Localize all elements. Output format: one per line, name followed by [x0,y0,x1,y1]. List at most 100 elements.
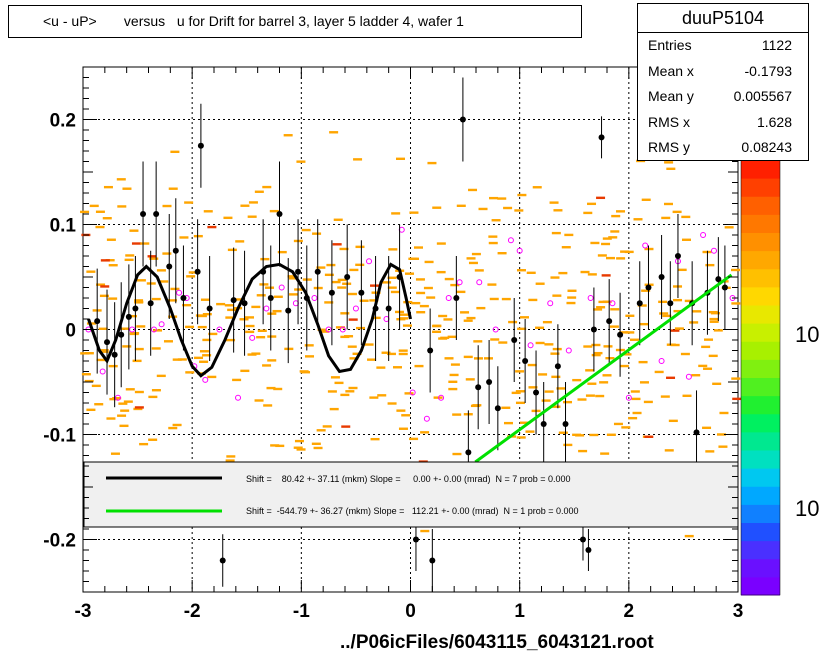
histogram-cell [91,384,101,388]
histogram-cell [396,409,406,412]
open-marker [547,300,554,307]
histogram-cell [498,341,508,344]
y-tick-label: 0.1 [50,216,77,237]
histogram-cell [589,433,599,437]
histogram-cell [497,197,507,200]
histogram-cell [106,238,116,241]
histogram-cell [519,316,529,319]
histogram-cell [409,211,419,214]
profile-point [598,134,605,141]
histogram-cell [631,397,641,401]
histogram-cell [664,161,674,164]
stats-value: 1.628 [756,113,792,130]
color-palette [740,159,781,596]
histogram-cell [501,297,511,301]
histogram-cell [84,352,94,355]
histogram-cell [129,332,139,336]
histogram-cell [411,301,421,305]
histogram-cell [432,206,442,209]
histogram-cell [654,370,664,374]
histogram-cell [95,225,105,229]
histogram-cell [392,366,402,369]
histogram-cell [515,390,525,393]
histogram-cell [272,309,282,313]
histogram-cell [80,210,90,214]
profile-point [658,274,665,280]
profile-point [147,300,154,307]
histogram-cell [122,345,132,348]
histogram-cell [331,280,341,284]
open-marker [587,295,594,301]
palette-cell [741,323,780,342]
histogram-cell [488,241,498,245]
histogram-cell [224,304,234,307]
histogram-cell [371,316,381,320]
histogram-cell [692,310,702,313]
x-tick-label: 1 [514,601,525,622]
histogram-cell [585,394,595,397]
histogram-cell [128,314,138,318]
histogram-cell [330,376,340,379]
profile-point [118,331,125,338]
histogram-cell [610,230,620,233]
histogram-cell [415,278,425,281]
histogram-cell [105,259,115,262]
histogram-cell [273,387,283,391]
histogram-cell [449,373,459,377]
histogram-cell [254,190,264,193]
profile-point [125,313,132,320]
y-tick-label: 0.2 [50,111,76,132]
histogram-cell [551,231,561,235]
histogram-cell [195,314,205,317]
histogram-cell [448,387,458,391]
histogram-cell [302,278,312,281]
histogram-cell [691,374,701,377]
histogram-cell [702,426,712,430]
stats-row: Mean y 0.005567 [638,84,808,110]
open-marker [516,247,523,254]
histogram-cell [254,399,264,402]
histogram-cell [100,285,110,288]
histogram-cell [108,264,118,267]
histogram-cell [659,312,669,315]
histogram-cell [329,131,339,134]
histogram-cell [267,359,277,362]
histogram-cell [355,245,365,249]
profile-point [540,421,547,427]
profile-point [533,389,540,396]
palette-cell [741,232,780,252]
histogram-cell [681,238,691,241]
open-marker [158,321,165,328]
histogram-cell [267,312,277,315]
histogram-cell [348,386,358,390]
histogram-cell [94,403,104,406]
histogram-cell [705,263,715,267]
histogram-cell [110,452,120,455]
x-tick-label: -2 [184,601,201,622]
histogram-cell [262,364,272,367]
histogram-cell [591,343,601,347]
profile-point [153,211,160,217]
histogram-cell [587,382,597,385]
histogram-cell [134,299,144,302]
histogram-cell [448,380,458,384]
histogram-cell [436,270,446,274]
histogram-cell [628,416,638,420]
profile-point [606,318,613,325]
histogram-cell [566,301,576,305]
histogram-cell [673,298,683,302]
histogram-cell [466,257,476,260]
histogram-cell [602,237,612,240]
profile-point [197,142,204,149]
histogram-cell [312,232,322,235]
open-marker [685,373,692,380]
histogram-cells [80,131,742,538]
palette-cell [741,250,780,270]
grid [83,67,738,592]
open-marker [366,258,373,265]
histogram-cell [416,311,426,314]
histogram-cell [426,296,436,299]
profile-point [172,247,179,254]
palette-cell [741,268,780,288]
histogram-cell [387,286,397,289]
